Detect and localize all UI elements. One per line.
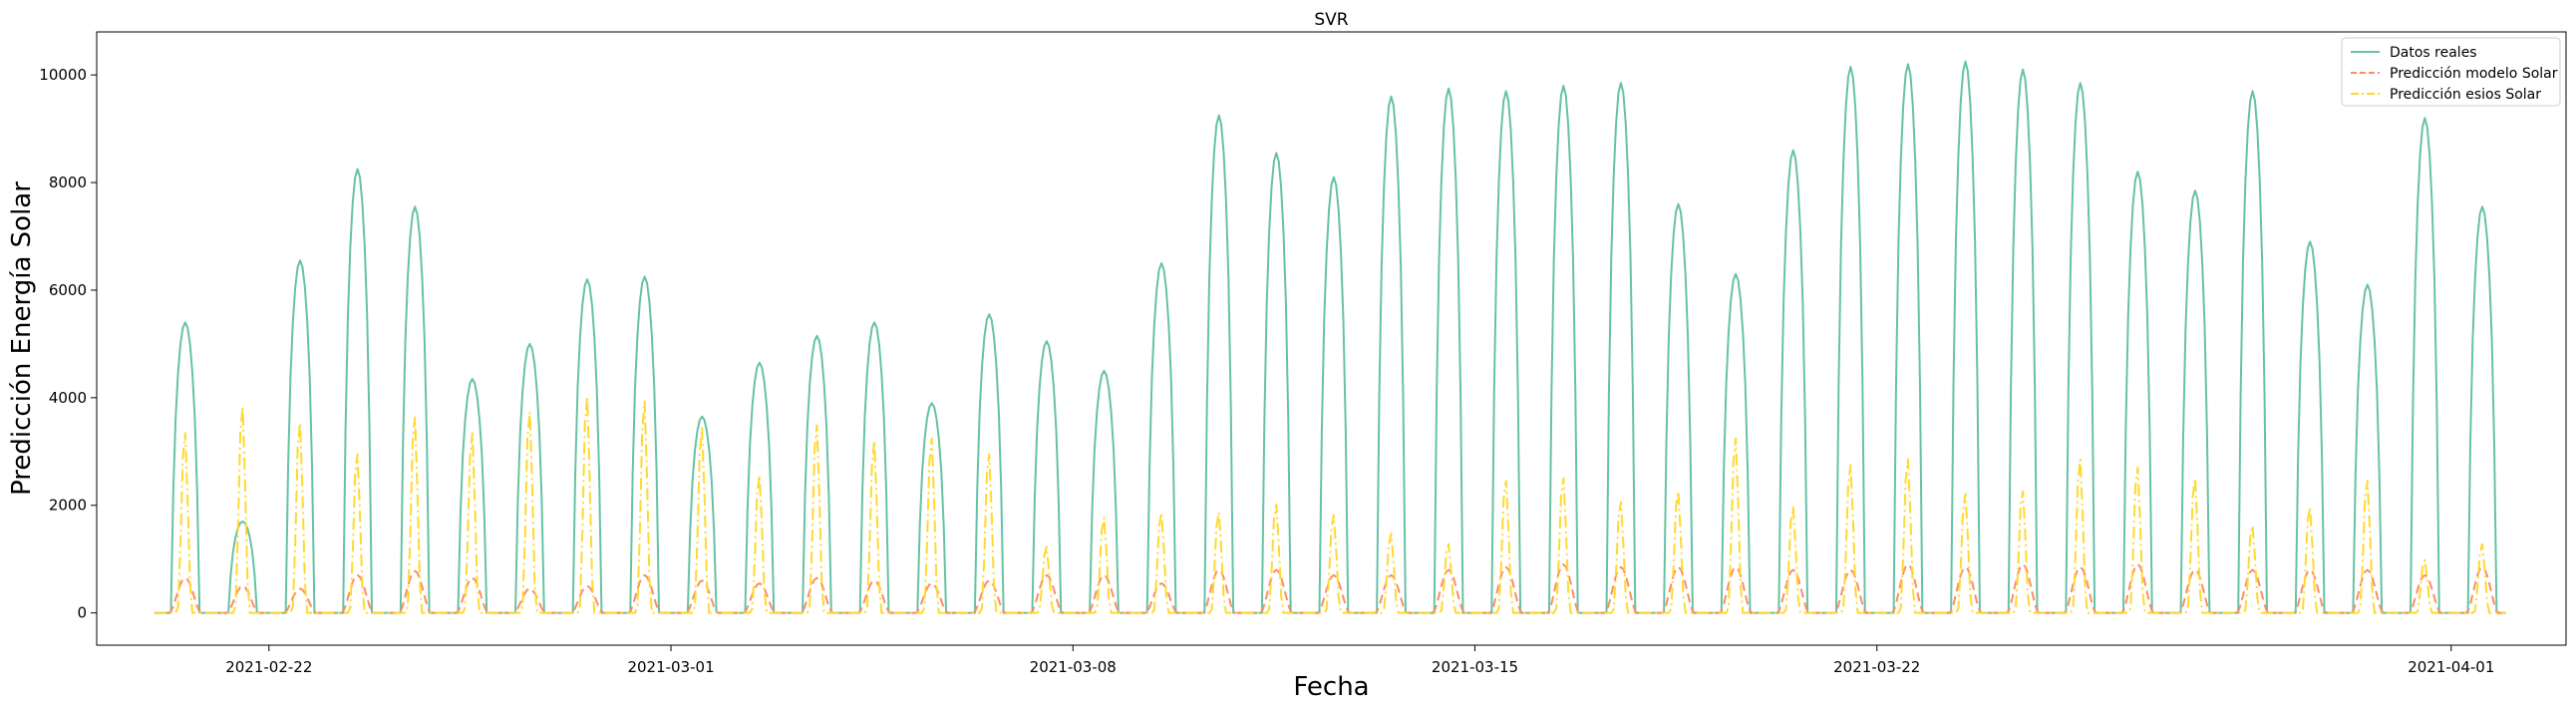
- series-line-2: [154, 563, 2506, 614]
- x-tick-label: 2021-03-22: [1833, 658, 1920, 676]
- y-axis-label: Predicción Energía Solar: [7, 181, 37, 496]
- y-tick-label: 8000: [49, 174, 87, 191]
- x-tick-label: 2021-03-15: [1432, 658, 1518, 676]
- series-line-3: [154, 395, 2506, 614]
- legend: Datos reales Predicción modelo Solar Predi…: [2341, 37, 2561, 107]
- y-tick-label: 10000: [39, 66, 87, 84]
- legend-label: Datos reales: [2390, 45, 2477, 61]
- x-axis: 2021-02-22 2021-03-01 2021-03-08 2021-03-15…: [225, 645, 2494, 676]
- y-tick-label: 0: [77, 604, 87, 622]
- legend-label: Predicción esios Solar: [2390, 87, 2541, 103]
- x-tick-label: 2021-03-08: [1030, 658, 1117, 676]
- plot-frame: [96, 31, 2567, 646]
- x-tick-label: 2021-03-01: [627, 658, 714, 676]
- y-tick-label: 2000: [49, 497, 87, 515]
- chart-title: SVR: [1314, 10, 1348, 30]
- legend-box: [2341, 37, 2561, 107]
- y-axis: 0 2000 4000 6000 8000 10000: [39, 66, 97, 622]
- y-tick-label: 4000: [49, 389, 87, 407]
- x-tick-label: 2021-02-22: [225, 658, 312, 676]
- x-axis-label: Fecha: [1293, 672, 1369, 702]
- y-tick-label: 6000: [49, 281, 87, 299]
- legend-label: Predicción modelo Solar: [2390, 66, 2558, 82]
- x-tick-label: 2021-04-01: [2408, 658, 2494, 676]
- series-layer: [154, 60, 2506, 614]
